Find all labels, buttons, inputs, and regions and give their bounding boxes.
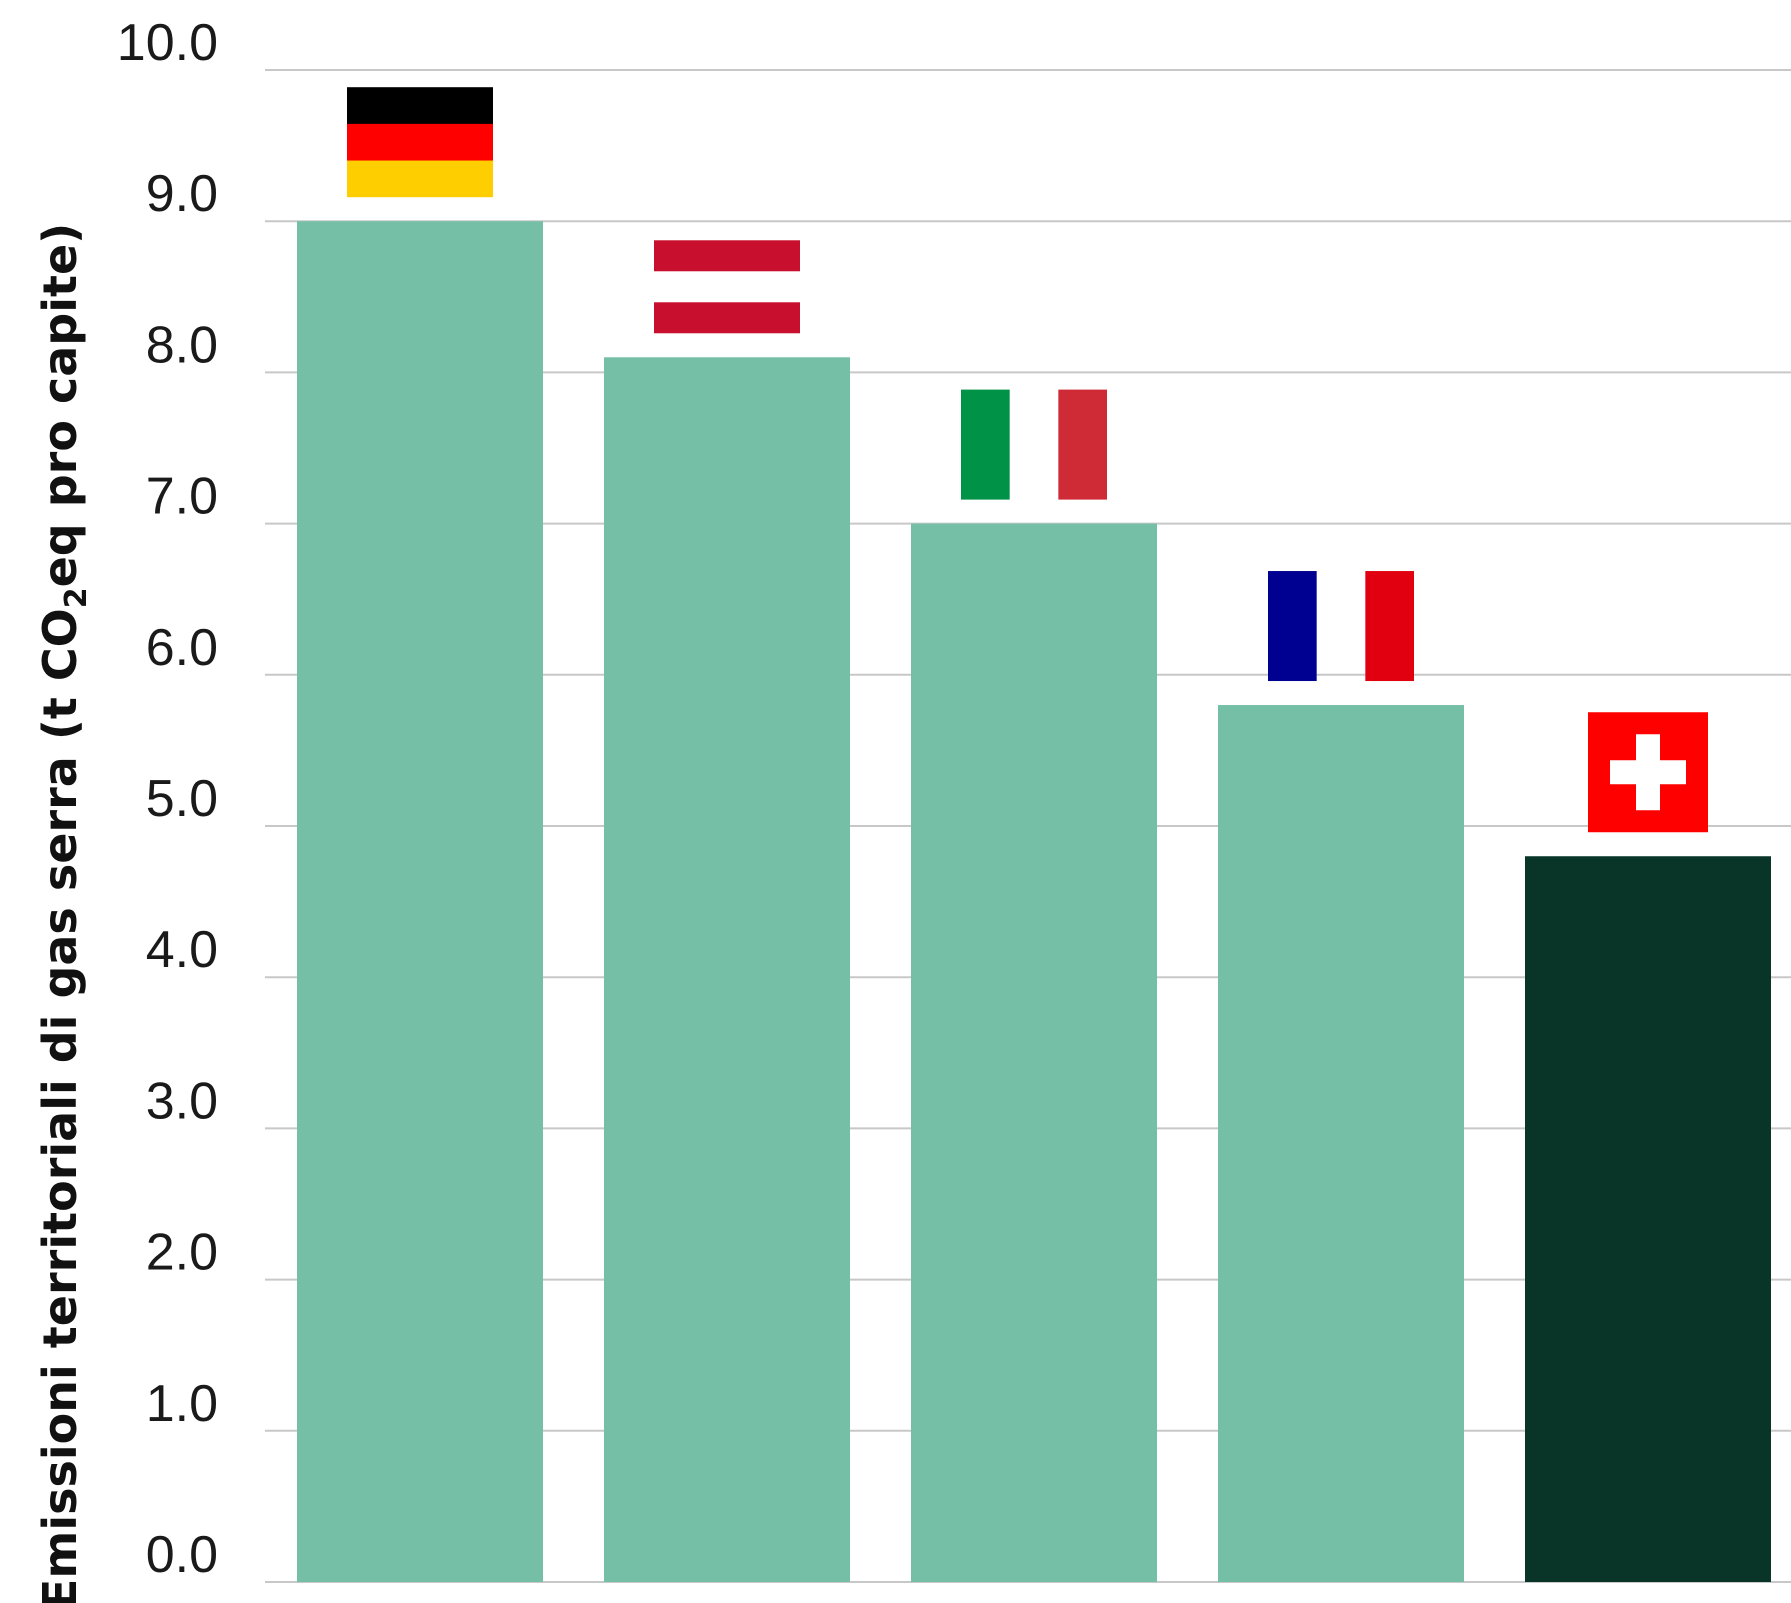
bar [1525,856,1771,1582]
y-tick-label: 1.0 [146,1375,218,1433]
y-axis-title-part-1: Emissioni territoriali di gas serra (t C… [33,608,87,1603]
italy-flag-icon [961,389,1107,500]
germany-flag-icon [347,87,493,198]
y-tick-label: 3.0 [146,1072,218,1130]
austria-flag-icon [654,240,800,334]
y-tick-label: 0.0 [146,1526,218,1584]
y-tick-label: 8.0 [146,316,218,374]
y-tick-label: 7.0 [146,468,218,526]
switzerland-flag-icon [1588,712,1708,833]
bar [911,523,1157,1582]
bar [604,357,850,1582]
bar [297,221,543,1583]
y-tick-label: 2.0 [146,1224,218,1282]
y-tick-label: 6.0 [146,619,218,677]
y-tick-label: 9.0 [146,165,218,223]
flags [347,87,1708,833]
y-axis-title-part-2: eq pro capite) [33,223,87,588]
bars [297,221,1771,1583]
y-tick-label: 10.0 [117,14,218,72]
y-axis-title-subscript: 2 [59,587,94,608]
y-tick-labels: 0.0 1.0 2.0 3.0 4.0 5.0 6.0 7.0 8.0 9.0 10.0 [117,14,218,1584]
bar [1218,705,1464,1582]
france-flag-icon [1268,571,1414,682]
y-tick-label: 5.0 [146,770,218,828]
y-axis-title: Emissioni territoriali di gas serra (t C… [33,223,94,1603]
y-tick-label: 4.0 [146,921,218,979]
